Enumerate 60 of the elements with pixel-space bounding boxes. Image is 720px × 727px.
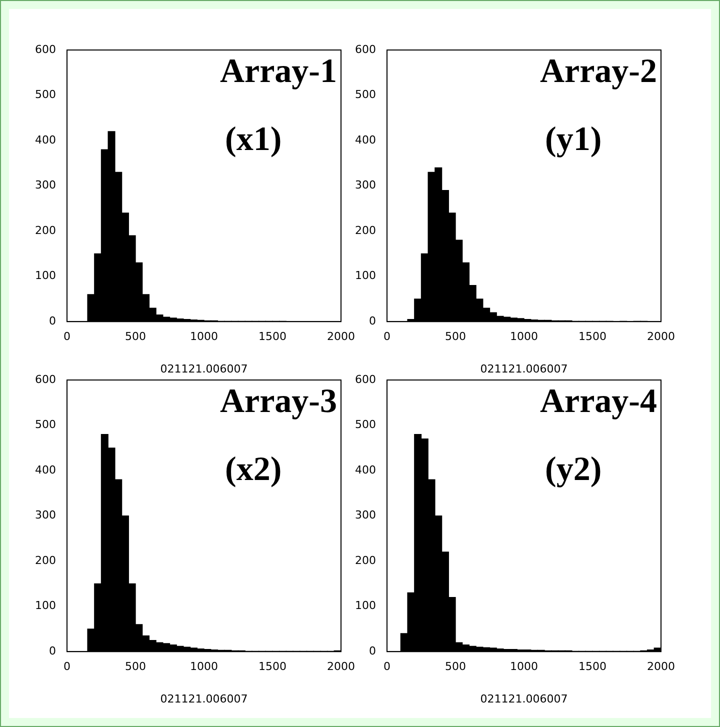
y-tick-label: 300 xyxy=(354,508,376,522)
annotation: Array-4 xyxy=(540,382,658,420)
annotation: (y1) xyxy=(544,120,602,158)
y-tick-label: 600 xyxy=(354,42,376,56)
y-tick-label: 400 xyxy=(354,463,376,476)
x-tick-label: 0 xyxy=(383,660,390,674)
x-tick-label: 0 xyxy=(63,660,70,674)
x-tick-label: 2000 xyxy=(327,660,356,674)
annotation: (y2) xyxy=(544,450,602,488)
x-axis-title: 021121.006007 xyxy=(160,692,248,706)
x-tick-label: 1500 xyxy=(578,660,606,674)
y-tick-label: 300 xyxy=(34,508,56,522)
x-tick-label: 1000 xyxy=(510,660,538,674)
y-tick-label: 500 xyxy=(354,418,376,432)
y-tick-label: 0 xyxy=(368,644,376,658)
y-tick-label: 0 xyxy=(368,314,376,328)
x-tick-label: 1500 xyxy=(258,660,286,674)
annotation: (x1) xyxy=(224,120,282,158)
x-tick-label: 1000 xyxy=(190,660,218,674)
y-tick-label: 0 xyxy=(48,644,56,658)
x-axis-title: 021121.006007 xyxy=(480,692,568,706)
y-tick-label: 500 xyxy=(34,418,56,432)
y-tick-label: 200 xyxy=(354,224,376,237)
annotation: Array-3 xyxy=(220,382,338,420)
y-tick-label: 500 xyxy=(34,88,56,102)
y-tick-label: 400 xyxy=(34,133,56,146)
y-tick-label: 100 xyxy=(354,269,376,282)
y-tick-label: 600 xyxy=(354,372,376,386)
x-tick-label: 2000 xyxy=(647,330,676,344)
y-tick-label: 400 xyxy=(34,463,56,476)
x-tick-label: 500 xyxy=(444,660,466,674)
y-tick-label: 200 xyxy=(34,554,56,567)
x-tick-label: 2000 xyxy=(647,660,676,674)
x-tick-label: 1000 xyxy=(510,330,538,344)
annotation: Array-1 xyxy=(220,52,338,90)
x-tick-label: 0 xyxy=(383,330,390,344)
y-tick-label: 300 xyxy=(34,178,56,192)
x-tick-label: 0 xyxy=(63,330,70,344)
x-axis-title: 021121.006007 xyxy=(160,362,248,376)
annotation: (x2) xyxy=(224,450,282,488)
y-tick-label: 500 xyxy=(354,88,376,102)
y-tick-label: 100 xyxy=(34,599,56,612)
y-tick-label: 400 xyxy=(354,133,376,146)
y-tick-label: 100 xyxy=(34,269,56,282)
y-tick-label: 600 xyxy=(34,42,56,56)
x-tick-label: 500 xyxy=(124,330,146,344)
x-tick-label: 500 xyxy=(124,660,146,674)
y-tick-label: 0 xyxy=(48,314,56,328)
y-tick-label: 200 xyxy=(34,224,56,237)
annotation: Array-2 xyxy=(540,52,658,90)
x-axis-title: 021121.006007 xyxy=(480,362,568,376)
x-tick-label: 1500 xyxy=(578,330,606,344)
x-tick-label: 2000 xyxy=(327,330,356,344)
y-tick-label: 200 xyxy=(354,554,376,567)
y-tick-label: 100 xyxy=(354,599,376,612)
x-tick-label: 1500 xyxy=(258,330,286,344)
y-tick-label: 600 xyxy=(34,372,56,386)
x-tick-label: 1000 xyxy=(190,330,218,344)
y-tick-label: 300 xyxy=(354,178,376,192)
x-tick-label: 500 xyxy=(444,330,466,344)
